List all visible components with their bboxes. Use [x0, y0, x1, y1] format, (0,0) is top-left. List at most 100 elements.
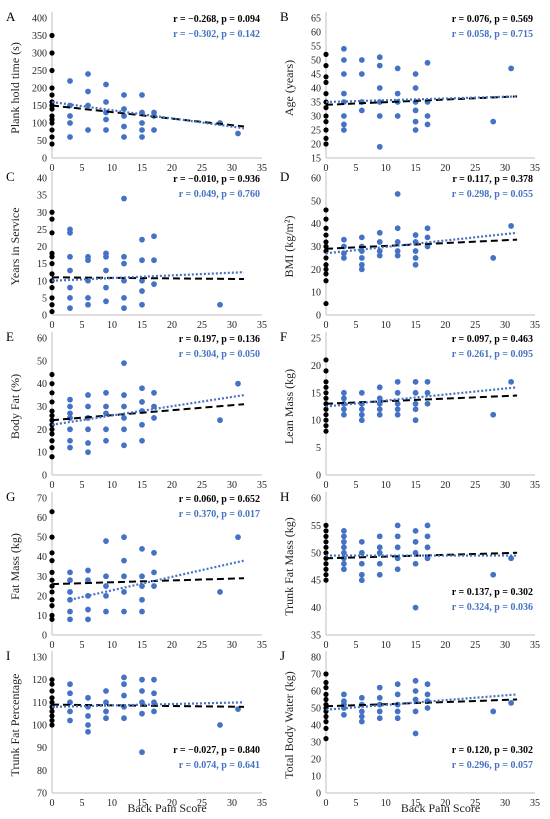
- panel-J: J 0 10 20 30 40 50 60 70 80 0 5 10 15 20 25 30 35 Total Bo…: [280, 648, 540, 815]
- panel-G: G 0 10 20 30 40 50 60 70 0 5 10 15 20 25 30 35 Fat Mass (…: [6, 489, 267, 651]
- data-point-blue: [121, 589, 127, 595]
- data-point-blue: [217, 722, 223, 728]
- data-point-blue: [358, 694, 365, 701]
- data-point-black: [323, 119, 329, 125]
- data-point-blue: [376, 715, 383, 722]
- x-tick-label: 30: [500, 480, 510, 491]
- data-point-black: [323, 685, 329, 691]
- data-point-blue: [67, 681, 73, 688]
- panel-letter: E: [6, 329, 14, 344]
- data-point-blue: [121, 195, 127, 202]
- panel-letter: I: [6, 648, 10, 663]
- stat-text-black: r = 0.117, p = 0.378: [452, 174, 533, 185]
- y-tick-label: 0: [42, 471, 47, 482]
- data-point-blue: [412, 604, 419, 611]
- data-point-black: [323, 207, 329, 213]
- y-tick-label: 120: [32, 675, 47, 686]
- data-point-blue: [67, 134, 73, 140]
- data-point-blue: [341, 406, 347, 413]
- y-tick-label: 25: [311, 126, 321, 137]
- data-point-blue: [103, 284, 109, 291]
- data-point-blue: [341, 127, 347, 133]
- data-point-blue: [376, 549, 383, 556]
- data-point-black: [49, 271, 55, 277]
- data-point-black: [323, 79, 329, 85]
- data-point-blue: [121, 692, 127, 699]
- y-tick-label: 20: [311, 361, 321, 372]
- y-tick-label: 60: [311, 687, 321, 698]
- x-tick-label: 0: [324, 480, 329, 491]
- data-point-black: [323, 550, 329, 556]
- data-point-blue: [341, 57, 347, 63]
- x-tick-label: 15: [137, 320, 147, 331]
- data-point-blue: [358, 261, 365, 268]
- data-point-blue: [412, 560, 419, 567]
- data-point-blue: [85, 606, 91, 613]
- x-tick-label: 35: [257, 480, 267, 491]
- data-point-blue: [121, 715, 127, 722]
- data-point-blue: [412, 85, 419, 91]
- panel-letter: J: [280, 648, 285, 663]
- data-point-blue: [358, 417, 365, 424]
- data-point-black: [323, 577, 329, 583]
- y-axis-label: Body Fat (%): [8, 374, 22, 439]
- data-point-black: [49, 722, 55, 728]
- y-tick-label: 20: [37, 591, 47, 602]
- data-point-blue: [341, 395, 347, 402]
- y-tick-label: 15: [311, 388, 321, 399]
- data-point-blue: [139, 277, 145, 284]
- data-point-blue: [424, 378, 431, 385]
- data-point-black: [323, 406, 329, 412]
- x-tick-label: 25: [197, 320, 207, 331]
- data-point-blue: [151, 233, 157, 240]
- x-tick-label: 0: [50, 163, 55, 174]
- data-point-blue: [376, 252, 383, 259]
- y-tick-label: 10: [37, 448, 47, 459]
- data-point-blue: [376, 248, 383, 254]
- data-point-blue: [121, 123, 127, 130]
- data-point-blue: [103, 699, 109, 706]
- data-point-blue: [412, 107, 419, 114]
- y-tick-label: 20: [37, 425, 47, 436]
- data-point-blue: [508, 223, 515, 229]
- stat-text-black: r = −0.027, p = 0.840: [173, 745, 260, 756]
- data-point-blue: [139, 545, 145, 552]
- x-axis-label: Back Pain Score: [401, 801, 480, 815]
- stat-text-black: r = 0.120, p = 0.302: [452, 745, 533, 756]
- data-point-blue: [103, 267, 109, 274]
- x-tick-label: 30: [227, 480, 237, 491]
- data-point-blue: [412, 406, 419, 413]
- data-point-blue: [139, 385, 145, 392]
- data-point-black: [49, 431, 55, 437]
- data-point-blue: [121, 608, 127, 615]
- x-tick-label: 25: [470, 640, 480, 651]
- data-point-blue: [103, 127, 109, 133]
- x-tick-label: 15: [411, 320, 421, 331]
- x-tick-label: 10: [107, 480, 117, 491]
- data-point-black: [323, 63, 329, 69]
- data-point-blue: [103, 426, 109, 433]
- y-tick-label: 30: [37, 572, 47, 583]
- y-tick-label: 110: [32, 698, 47, 709]
- x-tick-label: 10: [107, 798, 117, 809]
- data-point-black: [323, 719, 329, 725]
- trend-line-blue: [51, 271, 245, 282]
- data-point-black: [49, 285, 55, 291]
- y-tick-label: 60: [311, 28, 321, 39]
- trend-line-blue: [51, 393, 245, 426]
- data-point-black: [323, 412, 329, 418]
- x-tick-label: 0: [324, 163, 329, 174]
- stat-text-blue: r = 0.298, p = 0.055: [452, 189, 533, 200]
- data-point-blue: [358, 266, 365, 273]
- y-tick-label: 300: [32, 49, 47, 60]
- data-point-black: [49, 695, 55, 701]
- data-point-black: [49, 677, 55, 683]
- data-point-blue: [341, 113, 347, 119]
- data-point-black: [323, 522, 329, 529]
- data-point-blue: [341, 121, 347, 128]
- data-point-black: [323, 671, 329, 677]
- data-point-blue: [376, 229, 383, 236]
- x-tick-label: 25: [470, 480, 480, 491]
- x-tick-label: 10: [107, 320, 117, 331]
- x-tick-label: 10: [381, 640, 391, 651]
